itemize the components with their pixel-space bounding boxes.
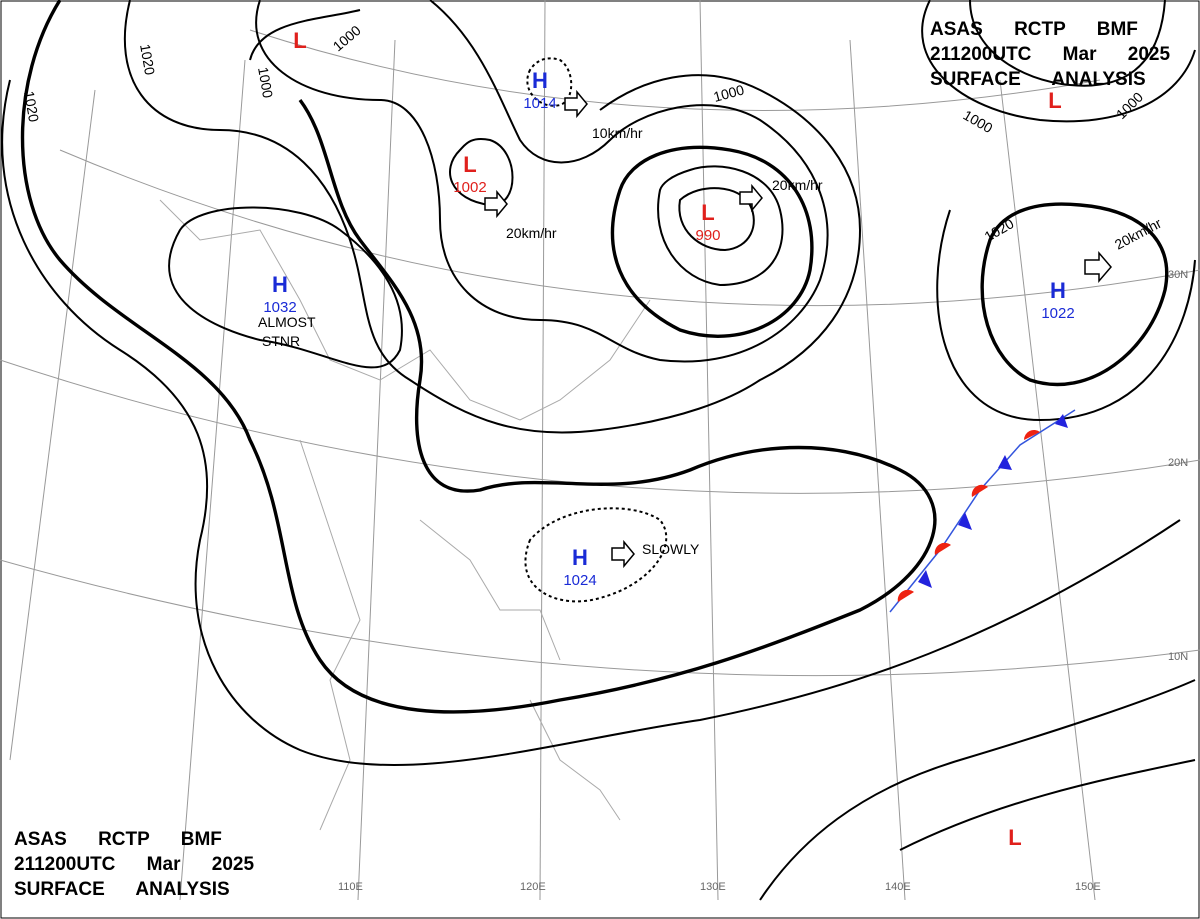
center-symbol: L	[293, 28, 306, 53]
header-line: ASAS RCTP BMF	[930, 19, 1138, 40]
latitude-label: 30N	[1168, 269, 1188, 281]
header-bottom: ASAS RCTP BMF 211200UTC Mar 2025 SURFACE…	[14, 829, 254, 900]
longitude-label: 110E	[338, 881, 363, 893]
isobar-label: 1020	[137, 43, 158, 77]
header-line: SURFACE ANALYSIS	[14, 879, 230, 900]
motion-label: 20km/hr	[506, 225, 557, 241]
longitude-label: 130E	[700, 881, 726, 893]
center-pressure: 990	[695, 227, 720, 244]
header-line: ASAS RCTP BMF	[14, 829, 222, 850]
motion-label: STNR	[262, 333, 300, 349]
center-symbol: L	[1008, 825, 1021, 850]
center-symbol: H	[272, 272, 288, 297]
center-pressure: 1022	[1041, 305, 1074, 322]
center-symbol: H	[532, 68, 548, 93]
longitude-label: 140E	[885, 881, 911, 893]
isobar-label: 1000	[255, 66, 276, 100]
motion-label: SLOWLY	[642, 541, 700, 557]
isobar-label: 1000	[712, 81, 746, 105]
motion-label: 20km/hr	[772, 177, 823, 193]
center-symbol: H	[1050, 278, 1066, 303]
isobars	[1, 0, 1196, 901]
header-top: ASAS RCTP BMF 211200UTC Mar 2025 SURFACE…	[930, 19, 1170, 90]
center-symbol: L	[701, 200, 714, 225]
motion-arrows	[484, 89, 1112, 569]
motion-label: 10km/hr	[592, 125, 643, 141]
center-symbol: L	[463, 152, 476, 177]
center-pressure: 1024	[563, 572, 596, 589]
coastline	[159, 199, 651, 831]
center-pressure: 1032	[263, 299, 296, 316]
pressure-centers: L H 1014 L 1002 L 990 H 1032 H 1022 H 1024 L L	[263, 28, 1074, 850]
header-line: 211200UTC Mar 2025	[14, 854, 254, 875]
longitude-label: 150E	[1075, 881, 1101, 893]
stationary-front	[889, 409, 1076, 613]
header-line: SURFACE ANALYSIS	[930, 69, 1146, 90]
center-pressure: 1002	[453, 179, 486, 196]
motion-label: ALMOST	[258, 314, 316, 330]
center-symbol: H	[572, 545, 588, 570]
isobar-label: 1020	[21, 90, 42, 124]
latitude-label: 20N	[1168, 457, 1188, 469]
header-line: 211200UTC Mar 2025	[930, 44, 1170, 65]
center-symbol: L	[1048, 88, 1061, 113]
grid-labels: 110E 120E 130E 140E 150E 10N 20N 30N	[338, 269, 1188, 893]
longitude-label: 120E	[520, 881, 546, 893]
center-pressure: 1014	[523, 95, 556, 112]
latitude-label: 10N	[1168, 651, 1188, 663]
